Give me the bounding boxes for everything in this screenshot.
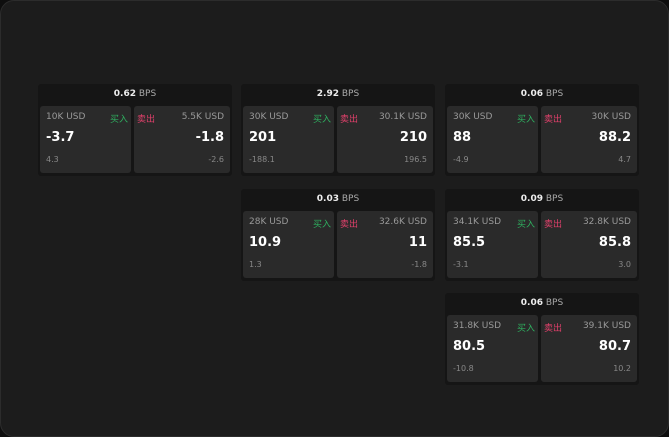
spread-value: 0.09	[520, 194, 543, 204]
sell-button[interactable]: 卖出 32.8K USD 85.8 3.0	[541, 211, 637, 278]
buy-price: 10.9	[249, 235, 282, 250]
sell-label: 卖出	[544, 220, 563, 230]
sell-price: 80.7	[598, 339, 631, 354]
spread-header: 0.06 BPS	[445, 84, 639, 105]
sell-label: 卖出	[544, 324, 563, 334]
quote-card: 2.92 BPS 30K USD 买入 201 -188.1 卖出 30.1K USD 2…	[241, 84, 435, 176]
sell-label: 卖出	[137, 115, 156, 125]
sell-size: 39.1K USD	[582, 321, 631, 331]
buy-price: 80.5	[453, 339, 486, 354]
buy-size: 28K USD	[249, 217, 289, 227]
spread-header: 0.03 BPS	[241, 189, 435, 210]
quote-card: 0.62 BPS 10K USD 买入 -3.7 4.3 卖出 5.5K USD -1.8…	[38, 84, 232, 176]
sell-label: 卖出	[340, 115, 359, 125]
sell-change: 196.5	[404, 155, 427, 164]
sell-button[interactable]: 卖出 39.1K USD 80.7 10.2	[541, 315, 637, 382]
sell-button[interactable]: 卖出 30K USD 88.2 4.7	[541, 106, 637, 173]
buy-button[interactable]: 30K USD 买入 201 -188.1	[243, 106, 334, 173]
sell-price: 85.8	[598, 235, 631, 250]
sell-button[interactable]: 卖出 30.1K USD 210 196.5	[337, 106, 433, 173]
buy-button[interactable]: 10K USD 买入 -3.7 4.3	[40, 106, 131, 173]
spread-unit: BPS	[545, 89, 564, 99]
spread-unit: BPS	[341, 194, 360, 204]
buy-change: -188.1	[249, 155, 275, 164]
spread-value: 0.03	[316, 194, 339, 204]
buy-button[interactable]: 28K USD 买入 10.9 1.3	[243, 211, 334, 278]
buy-size: 31.8K USD	[453, 321, 502, 331]
spread-value: 0.06	[520, 89, 543, 99]
sell-size: 5.5K USD	[181, 112, 224, 122]
buy-label: 买入	[516, 220, 535, 230]
sell-change: 10.2	[613, 364, 631, 373]
buy-label: 买入	[312, 220, 331, 230]
spread-value: 2.92	[316, 89, 339, 99]
buy-price: -3.7	[46, 130, 75, 145]
buy-label: 买入	[516, 324, 535, 334]
buy-button[interactable]: 30K USD 买入 88 -4.9	[447, 106, 538, 173]
buy-price: 88	[453, 130, 472, 145]
sell-size: 30K USD	[591, 112, 631, 122]
spread-unit: BPS	[341, 89, 360, 99]
buy-button[interactable]: 31.8K USD 买入 80.5 -10.8	[447, 315, 538, 382]
buy-size: 34.1K USD	[453, 217, 502, 227]
spread-value: 0.06	[520, 298, 543, 308]
buy-change: -10.8	[453, 364, 474, 373]
spread-header: 0.06 BPS	[445, 293, 639, 314]
quote-card: 0.09 BPS 34.1K USD 买入 85.5 -3.1 卖出 32.8K USD…	[445, 189, 639, 281]
sell-size: 32.6K USD	[378, 217, 427, 227]
sell-size: 32.8K USD	[582, 217, 631, 227]
quote-card: 0.03 BPS 28K USD 买入 10.9 1.3 卖出 32.6K USD 11 -…	[241, 189, 435, 281]
spread-unit: BPS	[545, 298, 564, 308]
buy-change: 4.3	[46, 155, 59, 164]
spread-value: 0.62	[113, 89, 136, 99]
buy-price: 201	[249, 130, 277, 145]
sell-price: 11	[408, 235, 427, 250]
sell-button[interactable]: 卖出 32.6K USD 11 -1.8	[337, 211, 433, 278]
quote-card: 0.06 BPS 31.8K USD 买入 80.5 -10.8 卖出 39.1K US…	[445, 293, 639, 385]
sell-button[interactable]: 卖出 5.5K USD -1.8 -2.6	[134, 106, 230, 173]
buy-change: 1.3	[249, 260, 262, 269]
sell-price: -1.8	[195, 130, 224, 145]
sell-change: 4.7	[618, 155, 631, 164]
buy-label: 买入	[109, 115, 128, 125]
spread-header: 2.92 BPS	[241, 84, 435, 105]
sell-change: -2.6	[208, 155, 224, 164]
sell-label: 卖出	[544, 115, 563, 125]
buy-change: -4.9	[453, 155, 469, 164]
sell-price: 210	[399, 130, 427, 145]
buy-size: 30K USD	[249, 112, 289, 122]
buy-size: 10K USD	[46, 112, 86, 122]
spread-header: 0.62 BPS	[38, 84, 232, 105]
sell-price: 88.2	[598, 130, 631, 145]
buy-label: 买入	[312, 115, 331, 125]
spread-unit: BPS	[545, 194, 564, 204]
sell-label: 卖出	[340, 220, 359, 230]
spread-unit: BPS	[138, 89, 157, 99]
sell-change: 3.0	[618, 260, 631, 269]
sell-size: 30.1K USD	[378, 112, 427, 122]
sell-change: -1.8	[411, 260, 427, 269]
buy-size: 30K USD	[453, 112, 493, 122]
buy-label: 买入	[516, 115, 535, 125]
buy-price: 85.5	[453, 235, 486, 250]
spread-header: 0.09 BPS	[445, 189, 639, 210]
quote-card: 0.06 BPS 30K USD 买入 88 -4.9 卖出 30K USD 88.2 4.…	[445, 84, 639, 176]
buy-change: -3.1	[453, 260, 469, 269]
buy-button[interactable]: 34.1K USD 买入 85.5 -3.1	[447, 211, 538, 278]
